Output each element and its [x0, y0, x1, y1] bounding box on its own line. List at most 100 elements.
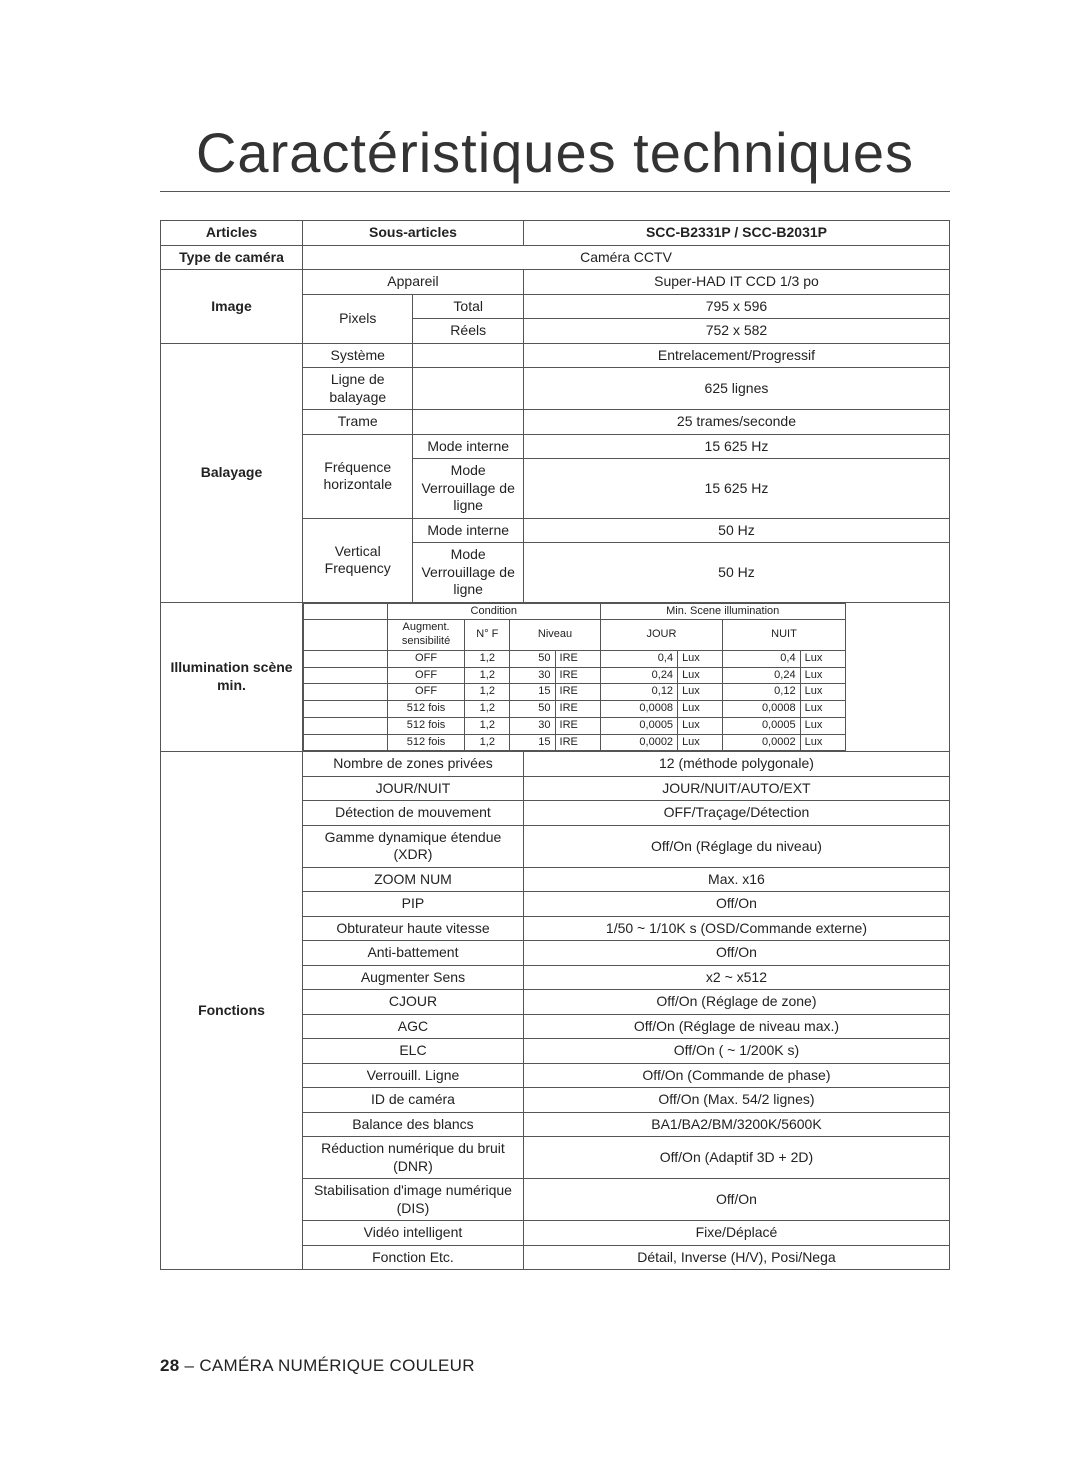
f-cj-v: Off/On (Réglage de zone): [523, 990, 949, 1015]
table-header-row: Articles Sous-articles SCC-B2331P / SCC-…: [161, 221, 950, 246]
f-ohv: Obturateur haute vitesse: [303, 916, 524, 941]
illum-row: 512 fois1,250IRE0,0008Lux0,0008Lux: [304, 701, 949, 718]
val-fh-int: 15 625 Hz: [523, 434, 949, 459]
empty-cell: [413, 410, 523, 435]
label-image: Image: [161, 270, 303, 344]
val-fh-verr: 15 625 Hz: [523, 459, 949, 519]
illum-subheader-row: Augment. sensibilité N° F Niveau JOUR NU…: [304, 620, 949, 651]
illum-empty2: [845, 603, 948, 620]
illumination-table: Condition Min. Scene illumination Augmen…: [303, 603, 949, 752]
label-ligne-balayage: Ligne de balayage: [303, 368, 413, 410]
illum-empty: [304, 603, 388, 620]
f-etc-v: Détail, Inverse (H/V), Posi/Nega: [523, 1245, 949, 1270]
f-agc-v: Off/On (Réglage de niveau max.): [523, 1014, 949, 1039]
illum-jour: JOUR: [600, 620, 723, 651]
hdr-sous-articles: Sous-articles: [303, 221, 524, 246]
illum-row: OFF1,215IRE0,12Lux0,12Lux: [304, 684, 949, 701]
val-appareil: Super-HAD IT CCD 1/3 po: [523, 270, 949, 295]
label-systeme: Système: [303, 343, 413, 368]
illum-minscene: Min. Scene illumination: [600, 603, 845, 620]
label-appareil: Appareil: [303, 270, 524, 295]
f-nzp-v: 12 (méthode polygonale): [523, 752, 949, 777]
val-type-camera: Caméra CCTV: [303, 245, 950, 270]
illum-row: OFF1,250IRE0,4Lux0,4Lux: [304, 650, 949, 667]
illum-empty4: [845, 620, 948, 651]
label-pixels-reels: Réels: [413, 319, 523, 344]
val-fv-int: 50 Hz: [523, 518, 949, 543]
f-xdr-v: Off/On (Réglage du niveau): [523, 825, 949, 867]
table-row: Type de caméra Caméra CCTV: [161, 245, 950, 270]
illum-niveau: Niveau: [510, 620, 600, 651]
footer-text: CAMÉRA NUMÉRIQUE COULEUR: [199, 1356, 474, 1375]
f-elc: ELC: [303, 1039, 524, 1064]
footer-sep: –: [180, 1356, 200, 1375]
illum-nuit: NUIT: [723, 620, 846, 651]
label-illumination: Illumination scène min.: [161, 602, 303, 752]
f-anti: Anti-battement: [303, 941, 524, 966]
label-mode-verr2: Mode Verrouillage de ligne: [413, 543, 523, 603]
f-dnr-v: Off/On (Adaptif 3D + 2D): [523, 1137, 949, 1179]
f-jn: JOUR/NUIT: [303, 776, 524, 801]
f-anti-v: Off/On: [523, 941, 949, 966]
f-xdr: Gamme dynamique étendue (XDR): [303, 825, 524, 867]
f-vi-v: Fixe/Déplacé: [523, 1221, 949, 1246]
f-dnr: Réduction numérique du bruit (DNR): [303, 1137, 524, 1179]
illum-row: 512 fois1,215IRE0,0002Lux0,0002Lux: [304, 734, 949, 751]
f-verr: Verrouill. Ligne: [303, 1063, 524, 1088]
empty-cell: [413, 343, 523, 368]
table-row: Image Appareil Super-HAD IT CCD 1/3 po: [161, 270, 950, 295]
f-aug-v: x2 ~ x512: [523, 965, 949, 990]
f-bb: Balance des blancs: [303, 1112, 524, 1137]
label-freq-h: Fréquence horizontale: [303, 434, 413, 518]
label-freq-v: Vertical Frequency: [303, 518, 413, 602]
hdr-model: SCC-B2331P / SCC-B2031P: [523, 221, 949, 246]
f-nzp: Nombre de zones privées: [303, 752, 524, 777]
label-pixels-total: Total: [413, 294, 523, 319]
label-trame: Trame: [303, 410, 413, 435]
f-aug: Augmenter Sens: [303, 965, 524, 990]
f-dis: Stabilisation d'image numérique (DIS): [303, 1179, 524, 1221]
val-ligne-balayage: 625 lignes: [523, 368, 949, 410]
illum-header-row: Condition Min. Scene illumination: [304, 603, 949, 620]
label-fonctions: Fonctions: [161, 752, 303, 1270]
page-footer: 28 – CAMÉRA NUMÉRIQUE COULEUR: [160, 1356, 475, 1376]
f-agc: AGC: [303, 1014, 524, 1039]
f-dis-v: Off/On: [523, 1179, 949, 1221]
table-row: Balayage Système Entrelacement/Progressi…: [161, 343, 950, 368]
val-systeme: Entrelacement/Progressif: [523, 343, 949, 368]
illum-empty3: [304, 620, 388, 651]
illum-condition: Condition: [387, 603, 600, 620]
f-det-v: OFF/Traçage/Détection: [523, 801, 949, 826]
table-row: Fonctions Nombre de zones privées 12 (mé…: [161, 752, 950, 777]
val-fv-verr: 50 Hz: [523, 543, 949, 603]
f-elc-v: Off/On ( ~ 1/200K s): [523, 1039, 949, 1064]
f-verr-v: Off/On (Commande de phase): [523, 1063, 949, 1088]
page-number: 28: [160, 1356, 180, 1375]
f-idc: ID de caméra: [303, 1088, 524, 1113]
f-vi: Vidéo intelligent: [303, 1221, 524, 1246]
val-trame: 25 trames/seconde: [523, 410, 949, 435]
illum-aug: Augment. sensibilité: [387, 620, 464, 651]
f-pip-v: Off/On: [523, 892, 949, 917]
label-mode-verr: Mode Verrouillage de ligne: [413, 459, 523, 519]
f-zoom: ZOOM NUM: [303, 867, 524, 892]
f-det: Détection de mouvement: [303, 801, 524, 826]
illum-row: OFF1,230IRE0,24Lux0,24Lux: [304, 667, 949, 684]
f-cj: CJOUR: [303, 990, 524, 1015]
label-pixels: Pixels: [303, 294, 413, 343]
f-bb-v: BA1/BA2/BM/3200K/5600K: [523, 1112, 949, 1137]
illum-row: 512 fois1,230IRE0,0005Lux0,0005Lux: [304, 717, 949, 734]
val-pixels-total: 795 x 596: [523, 294, 949, 319]
hdr-articles: Articles: [161, 221, 303, 246]
f-zoom-v: Max. x16: [523, 867, 949, 892]
f-ohv-v: 1/50 ~ 1/10K s (OSD/Commande externe): [523, 916, 949, 941]
empty-cell: [413, 368, 523, 410]
label-mode-interne: Mode interne: [413, 434, 523, 459]
f-jn-v: JOUR/NUIT/AUTO/EXT: [523, 776, 949, 801]
illum-nf: N° F: [465, 620, 510, 651]
label-mode-interne2: Mode interne: [413, 518, 523, 543]
illumination-cell: Condition Min. Scene illumination Augmen…: [303, 602, 950, 752]
f-pip: PIP: [303, 892, 524, 917]
label-type-camera: Type de caméra: [161, 245, 303, 270]
f-etc: Fonction Etc.: [303, 1245, 524, 1270]
